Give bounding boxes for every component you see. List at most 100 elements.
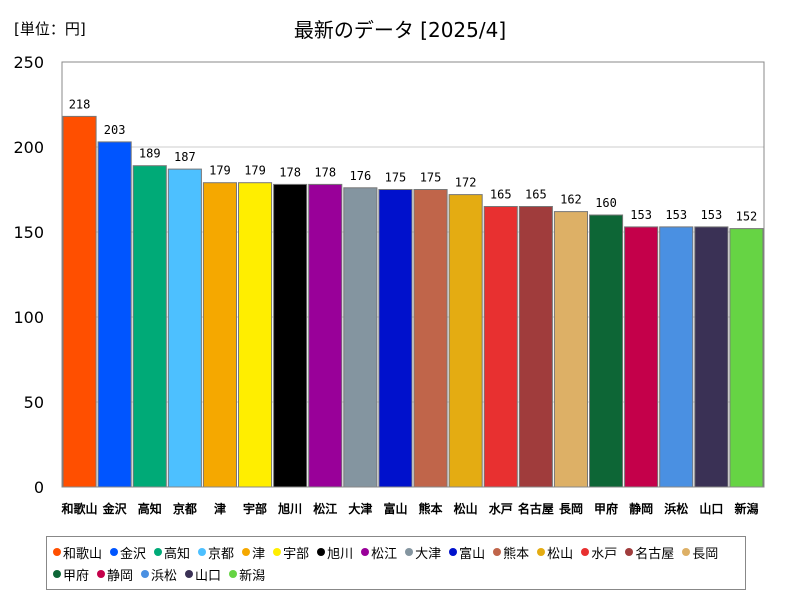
legend-entry: 浜松	[141, 563, 177, 585]
legend-entry: 松江	[361, 541, 397, 563]
x-tick-label: 松江	[313, 501, 337, 516]
bar	[729, 228, 764, 488]
data-label: 165	[525, 188, 547, 202]
legend-entry: 新潟	[229, 563, 265, 585]
data-label: 218	[69, 97, 91, 111]
legend-swatch	[625, 548, 634, 556]
legend-label: 甲府	[63, 568, 90, 584]
data-label: 178	[279, 165, 301, 179]
x-tick-label: 金沢	[102, 501, 128, 516]
x-tick-label: 熊本	[419, 501, 443, 516]
bar	[132, 165, 167, 488]
bar	[413, 189, 448, 488]
x-tick-label: 新潟	[734, 501, 758, 516]
data-label: 179	[244, 164, 266, 178]
legend-entry: 旭川	[317, 541, 353, 563]
legend-swatch	[154, 548, 163, 556]
x-tick-label: 長岡	[559, 501, 583, 516]
legend-label: 松江	[371, 546, 398, 562]
legend-swatch	[97, 570, 106, 578]
legend-swatch	[682, 548, 691, 556]
x-tick-label: 松山	[454, 501, 478, 516]
legend-label: 水戸	[591, 546, 618, 562]
data-label: 152	[736, 210, 758, 224]
bar	[518, 206, 553, 488]
bar-chart: 0 50 100 150 200 250 218 和歌山 203 金沢 189 高知 187 京都 179 津…	[13, 53, 765, 516]
legend-label: 熊本	[503, 546, 530, 562]
y-tick-label: 50	[24, 393, 44, 412]
data-label: 179	[209, 164, 231, 178]
x-tick-label: 富山	[383, 501, 407, 516]
x-tick-label: 旭川	[277, 501, 302, 516]
data-label: 172	[455, 176, 477, 190]
legend-label: 富山	[459, 546, 486, 562]
y-tick-label: 200	[13, 138, 44, 157]
legend-swatch	[537, 548, 546, 556]
data-label: 176	[350, 169, 372, 183]
bar	[202, 182, 237, 488]
data-label: 175	[385, 171, 407, 185]
bar	[343, 187, 378, 488]
legend-entry: 和歌山	[53, 541, 102, 563]
data-label: 153	[665, 208, 687, 222]
legend-entry: 静岡	[97, 563, 133, 585]
legend-entry: 高知	[154, 541, 190, 563]
legend-label: 松山	[547, 546, 574, 562]
bar	[694, 226, 729, 488]
x-tick-label: 和歌山	[61, 501, 98, 516]
x-tick-label: 山口	[699, 501, 723, 516]
x-tick-label: 浜松	[664, 501, 688, 516]
legend-swatch	[53, 570, 61, 578]
legend-entry: 松山	[537, 541, 573, 563]
bar	[167, 168, 202, 488]
legend-label: 宇部	[283, 546, 310, 562]
x-tick-label: 大津	[348, 501, 372, 516]
data-label: 203	[104, 123, 126, 137]
x-tick-label: 甲府	[594, 501, 618, 516]
legend-entry: 名古屋	[625, 541, 674, 563]
legend-label: 金沢	[120, 546, 147, 562]
legend-label: 津	[252, 546, 266, 562]
bar	[273, 183, 308, 488]
x-tick-label: 宇部	[243, 501, 267, 516]
legend-entry: 富山	[449, 541, 485, 563]
legend-entry: 金沢	[110, 541, 146, 563]
unit-label: [単位：円]	[14, 20, 86, 38]
legend-entry: 甲府	[53, 563, 89, 585]
legend-swatch	[242, 548, 251, 556]
y-tick-label: 100	[13, 308, 44, 327]
legend-entry: 京都	[198, 541, 234, 563]
x-tick-label: 高知	[138, 501, 162, 516]
legend-label: 名古屋	[635, 546, 675, 562]
legend-label: 静岡	[107, 568, 134, 584]
legend-swatch	[581, 548, 590, 556]
legend-swatch	[185, 570, 194, 578]
data-label: 165	[490, 188, 512, 202]
legend-label: 京都	[208, 546, 235, 562]
bar	[62, 115, 97, 488]
data-label: 160	[595, 196, 617, 210]
bar	[97, 141, 132, 488]
x-tick-label: 津	[214, 501, 226, 516]
legend-entry: 山口	[185, 563, 221, 585]
chart-title: 最新のデータ [2025/4]	[293, 18, 507, 42]
bar	[589, 214, 624, 488]
data-label: 153	[630, 208, 652, 222]
legend-swatch	[405, 548, 414, 556]
y-tick-label: 150	[13, 223, 44, 242]
legend-swatch	[110, 548, 119, 556]
legend-entry: 水戸	[581, 541, 617, 563]
plot-area	[61, 61, 765, 488]
legend-label: 長岡	[692, 546, 719, 562]
legend-label: 高知	[164, 546, 191, 562]
legend-swatch	[449, 548, 458, 556]
data-label: 175	[420, 171, 442, 185]
data-label: 162	[560, 193, 582, 207]
y-tick-label: 0	[34, 478, 44, 497]
legend: 和歌山 金沢 高知 京都 津 宇部 旭川 松江 大津 富山 熊本 松山 水戸 名古屋 長岡 甲府 静岡 浜松 山口 新…	[46, 536, 746, 590]
bar	[308, 183, 343, 488]
x-tick-label: 静岡	[629, 501, 653, 516]
legend-swatch	[53, 548, 61, 556]
bar	[238, 182, 273, 488]
bar	[483, 206, 518, 488]
